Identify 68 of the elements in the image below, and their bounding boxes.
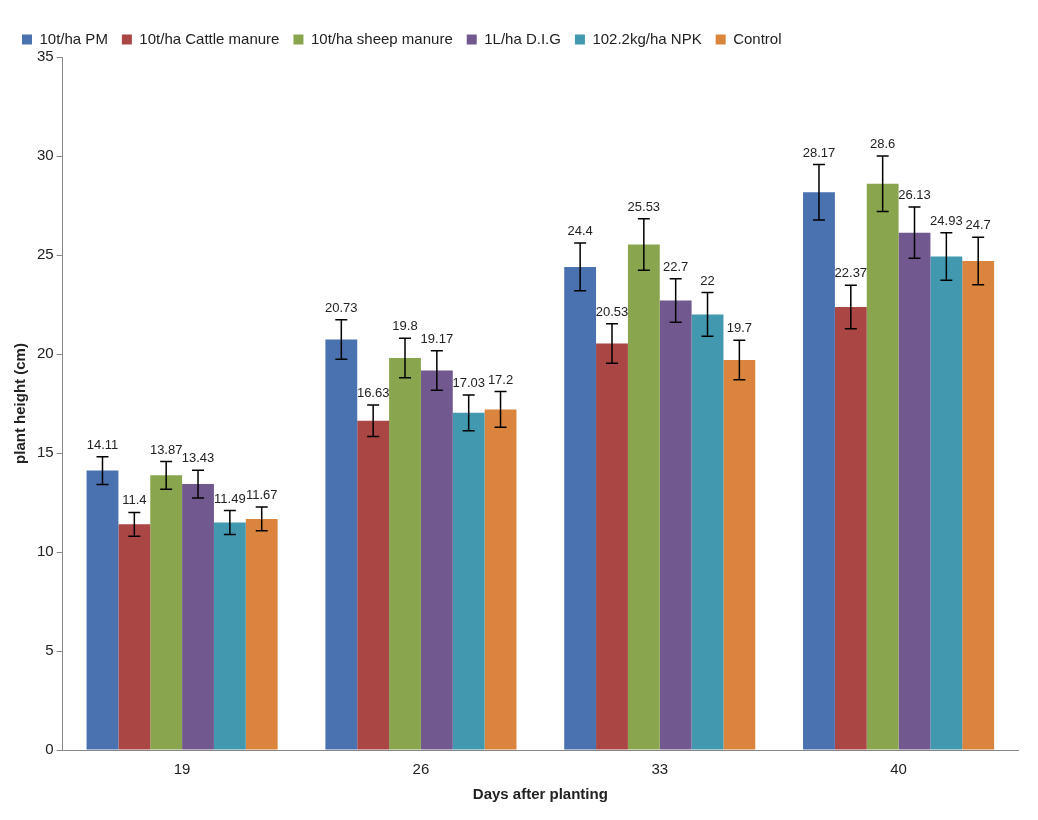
data-label: 20.53: [595, 303, 629, 319]
data-label: 22: [700, 272, 715, 288]
y-tick-label: 30: [37, 146, 54, 164]
data-label: 17.2: [487, 371, 514, 387]
legend-label: 10t/ha PM: [39, 29, 108, 47]
data-label: 22.37: [834, 265, 868, 281]
bar: [898, 232, 931, 750]
data-label: 26.13: [898, 186, 931, 202]
legend-label: Control: [733, 29, 782, 47]
x-tick-label: 19: [173, 760, 191, 778]
x-tick-label: 33: [651, 760, 669, 778]
legend-label: 10t/ha sheep manure: [310, 29, 453, 47]
y-axis-title: plant height (cm): [11, 343, 29, 464]
bar: [834, 307, 867, 750]
data-label: 11.67: [245, 487, 278, 503]
bar: [245, 518, 278, 750]
bar: [452, 412, 485, 750]
data-label: 28.17: [802, 144, 836, 160]
bar: [86, 470, 119, 750]
data-label: 20.73: [325, 299, 358, 315]
data-label: 24.4: [567, 223, 593, 239]
bar: [182, 484, 214, 750]
legend-label: 102.2kg/ha NPK: [592, 29, 702, 47]
data-label: 22.7: [663, 258, 689, 274]
bar: [803, 192, 835, 750]
bar: [484, 409, 517, 750]
legend-label: 1L/ha D.I.G: [484, 29, 561, 47]
y-tick-label: 10: [37, 542, 54, 560]
bar: [596, 343, 628, 750]
legend-label: 10t/ha Cattle manure: [139, 29, 280, 47]
bar: [659, 300, 692, 750]
bar: [118, 524, 151, 750]
data-label: 25.53: [627, 198, 661, 214]
bar: [627, 244, 660, 750]
y-tick-label: 25: [37, 245, 54, 263]
data-label: 24.7: [965, 217, 991, 233]
data-label: 11.49: [214, 490, 246, 506]
data-label: 11.4: [122, 492, 147, 508]
x-axis-title: Days after planting: [472, 785, 608, 803]
bar: [420, 370, 453, 750]
bar: [389, 357, 421, 750]
data-label: 19.17: [420, 330, 454, 346]
data-label: 13.87: [149, 441, 183, 457]
data-label: 19.7: [726, 320, 753, 336]
data-label: 17.03: [452, 375, 485, 391]
bar: [325, 339, 358, 750]
bar: [213, 522, 246, 750]
bar: [962, 260, 995, 750]
bar: [691, 314, 724, 750]
y-tick-label: 20: [37, 344, 54, 362]
bar: [357, 420, 390, 750]
y-tick-label: 0: [45, 740, 54, 758]
data-label: 19.8: [392, 318, 418, 334]
x-tick-label: 26: [412, 760, 430, 778]
y-tick-label: 35: [37, 47, 54, 65]
bar: [564, 266, 597, 750]
bar: [866, 183, 899, 750]
bar: [723, 359, 756, 750]
bar: [150, 475, 183, 750]
data-label: 13.43: [181, 450, 215, 466]
y-tick-label: 5: [45, 641, 54, 659]
data-label: 24.93: [930, 212, 963, 228]
y-tick-label: 15: [37, 443, 54, 461]
bar: [930, 256, 963, 750]
data-label: 28.6: [870, 136, 896, 152]
data-label: 16.63: [356, 384, 390, 400]
x-tick-label: 40: [890, 760, 907, 778]
data-label: 14.11: [86, 436, 119, 452]
